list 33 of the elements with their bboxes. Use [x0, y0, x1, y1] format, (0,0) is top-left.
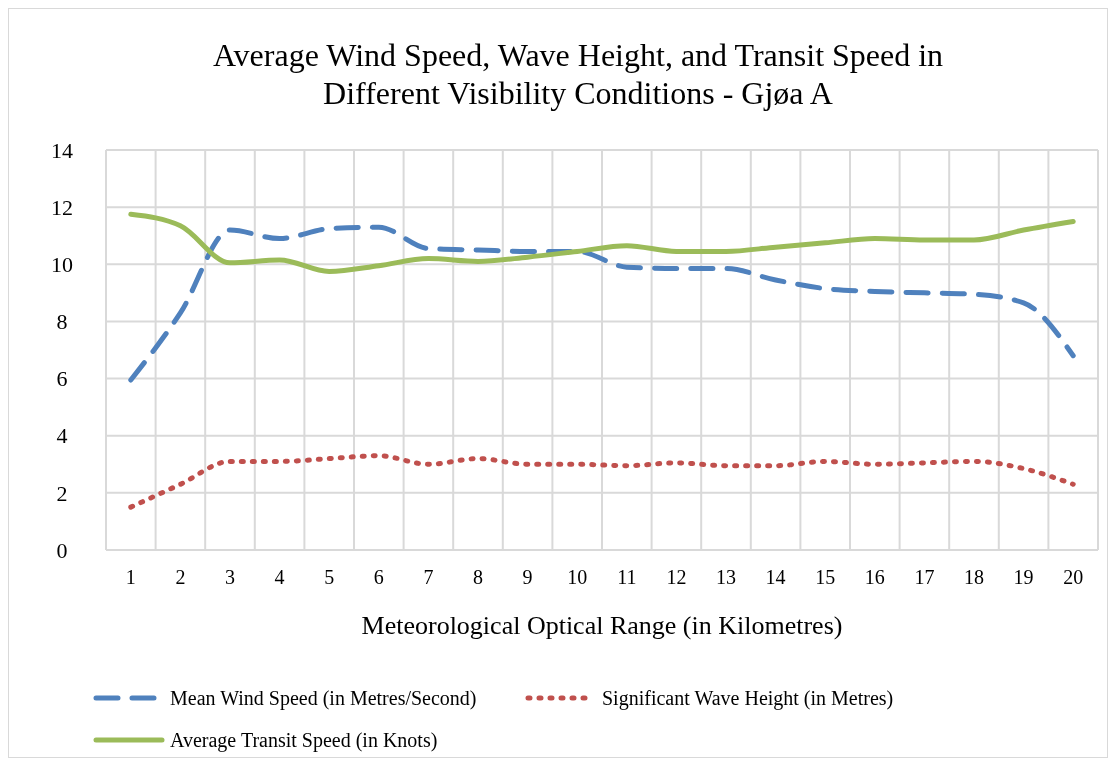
x-tick-label: 12 [666, 566, 687, 588]
x-tick-label: 14 [765, 566, 786, 588]
x-tick-label: 13 [716, 566, 736, 588]
legend-label: Significant Wave Height (in Metres) [602, 687, 894, 710]
x-tick-label: 17 [914, 566, 935, 588]
x-tick-label: 3 [225, 566, 235, 588]
x-tick-label: 1 [125, 566, 136, 588]
y-tick-label: 12 [51, 194, 73, 220]
x-tick-label: 18 [964, 566, 984, 588]
x-tick-label: 16 [864, 566, 885, 588]
x-tick-label: 7 [423, 566, 434, 588]
x-tick-label: 9 [522, 566, 533, 588]
x-tick-label: 5 [324, 566, 335, 588]
y-tick-label: 8 [56, 309, 68, 335]
x-tick-label: 19 [1013, 566, 1034, 588]
y-tick-label: 10 [51, 251, 73, 277]
y-tick-label: 4 [56, 423, 68, 449]
y-tick-label: 2 [56, 480, 68, 506]
legend-label: Mean Wind Speed (in Metres/Second) [170, 687, 477, 710]
y-tick-label: 0 [56, 537, 68, 563]
x-tick-label: 20 [1063, 566, 1084, 588]
x-tick-label: 4 [274, 566, 285, 588]
x-tick-label: 10 [567, 566, 588, 588]
x-tick-label: 8 [473, 566, 483, 588]
x-tick-label: 2 [175, 566, 186, 588]
x-tick-label: 15 [815, 566, 836, 588]
legend-label: Average Transit Speed (in Knots) [170, 729, 438, 752]
y-tick-label: 14 [51, 137, 73, 163]
x-axis-title: Meteorological Optical Range (in Kilometres) [361, 611, 843, 640]
chart-title: Average Wind Speed, Wave Height, and Transit Speed in Different Visibility Conditions - Gjøa A [212, 37, 944, 111]
x-tick-label: 6 [373, 566, 384, 588]
x-tick-label: 11 [617, 566, 637, 588]
y-tick-label: 6 [56, 366, 68, 392]
